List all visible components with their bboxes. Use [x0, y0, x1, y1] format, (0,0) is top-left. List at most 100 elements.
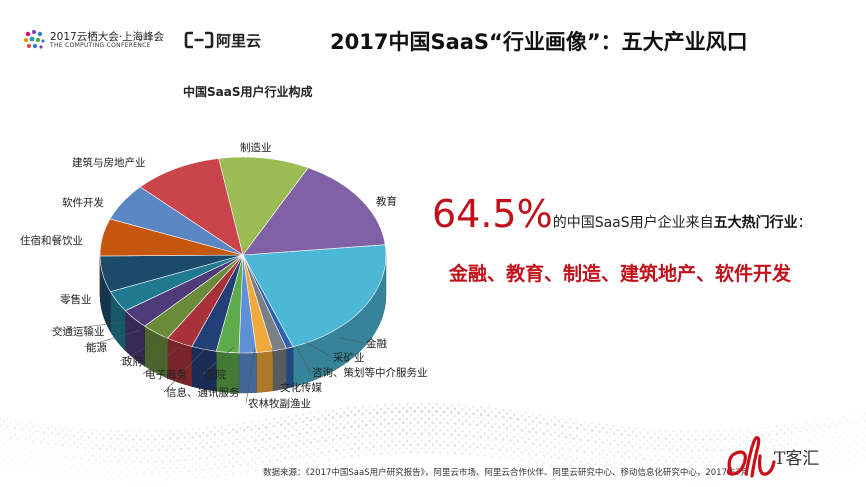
- decorative-dot: [395, 437, 397, 439]
- decorative-dot: [524, 441, 527, 444]
- decorative-dot: [250, 450, 254, 454]
- decorative-dot: [283, 456, 287, 460]
- decorative-dot: [113, 441, 116, 444]
- decorative-dot: [65, 426, 68, 429]
- decorative-dot: [131, 460, 135, 463]
- decorative-dot: [369, 449, 371, 452]
- decorative-dot: [0, 461, 1, 464]
- decorative-dot: [220, 462, 224, 465]
- decorative-dot: [761, 427, 764, 430]
- decorative-dot: [250, 465, 253, 468]
- decorative-dot: [620, 470, 623, 473]
- decorative-dot: [490, 447, 494, 451]
- decorative-dot: [6, 432, 9, 436]
- decorative-dot: [705, 471, 709, 475]
- decorative-dot: [106, 433, 109, 436]
- decorative-dot: [113, 470, 117, 474]
- decorative-dot: [147, 475, 149, 478]
- decorative-dot: [99, 462, 101, 465]
- decorative-dot: [468, 423, 472, 426]
- decorative-dot: [450, 426, 453, 429]
- decorative-dot: [816, 460, 820, 464]
- decorative-dot: [635, 427, 638, 430]
- decorative-dot: [676, 463, 678, 466]
- decorative-dot: [157, 478, 161, 482]
- decorative-dot: [768, 463, 771, 466]
- decorative-dot: [605, 461, 608, 464]
- decorative-dot: [350, 425, 353, 429]
- decorative-dot: [849, 451, 853, 454]
- decorative-dot: [535, 453, 538, 457]
- pie-label-6: 信息、通讯服务: [166, 386, 240, 399]
- decorative-dot: [746, 435, 749, 439]
- decorative-dot: [276, 443, 279, 446]
- decorative-dot: [665, 430, 667, 432]
- decorative-dot: [561, 462, 564, 464]
- decorative-dot: [746, 428, 749, 431]
- decorative-dot: [453, 444, 457, 448]
- decorative-dot: [853, 448, 856, 450]
- decorative-dot: [479, 420, 483, 424]
- decorative-dot: [413, 432, 416, 435]
- decorative-dot: [17, 467, 20, 470]
- decorative-dot: [450, 411, 453, 414]
- decorative-dot: [424, 428, 427, 432]
- decorative-dot: [47, 457, 49, 459]
- decorative-dot: [405, 410, 409, 413]
- decorative-dot: [139, 438, 143, 441]
- decorative-dot: [790, 423, 793, 426]
- decorative-dot: [279, 445, 283, 449]
- decorative-dot: [594, 447, 597, 451]
- decorative-dot: [620, 448, 623, 451]
- decorative-dot: [694, 460, 697, 463]
- decorative-dot: [613, 439, 616, 443]
- decorative-dot: [668, 441, 671, 444]
- decorative-dot: [224, 451, 227, 454]
- decorative-dot: [179, 470, 183, 473]
- decorative-dot: [61, 466, 65, 469]
- decorative-dot: [305, 431, 309, 435]
- decorative-dot: [250, 428, 254, 431]
- decorative-dot: [198, 464, 201, 468]
- decorative-dot: [598, 430, 601, 434]
- decorative-dot: [158, 442, 161, 444]
- decorative-dot: [580, 431, 582, 433]
- decorative-dot: [39, 433, 42, 436]
- decorative-dot: [542, 462, 546, 465]
- decorative-dot: [517, 455, 519, 458]
- pie-label-5: 医院: [205, 368, 226, 381]
- decorative-dot: [739, 473, 741, 476]
- decorative-dot: [21, 465, 24, 467]
- decorative-dot: [87, 465, 90, 468]
- decorative-dot: [469, 416, 471, 418]
- decorative-dot: [413, 439, 416, 443]
- decorative-dot: [476, 431, 479, 434]
- decorative-dot: [65, 448, 68, 451]
- decorative-dot: [590, 451, 594, 455]
- decorative-dot: [268, 466, 272, 470]
- decorative-dot: [698, 478, 701, 482]
- decorative-dot: [550, 418, 553, 422]
- decorative-dot: [110, 430, 112, 433]
- decorative-dot: [779, 459, 782, 461]
- decorative-dot: [165, 448, 168, 452]
- decorative-dot: [50, 439, 53, 442]
- decorative-dot: [627, 441, 631, 444]
- decorative-dot: [135, 434, 139, 437]
- decorative-dot: [601, 471, 605, 474]
- decorative-dot: [831, 421, 834, 425]
- decorative-dot: [768, 455, 771, 459]
- decorative-dot: [594, 440, 598, 444]
- decorative-dot: [646, 439, 649, 442]
- decorative-dot: [117, 430, 120, 433]
- decorative-dot: [453, 429, 457, 433]
- decorative-dot: [143, 434, 146, 437]
- decorative-dot: [398, 440, 401, 443]
- conference-name: 2017云栖大会·上海峰会: [50, 31, 165, 43]
- decorative-dot: [801, 463, 805, 466]
- decorative-dot: [105, 448, 109, 451]
- decorative-dot: [853, 418, 856, 421]
- decorative-dot: [761, 442, 764, 445]
- decorative-dot: [827, 455, 830, 458]
- decorative-dot: [720, 456, 723, 459]
